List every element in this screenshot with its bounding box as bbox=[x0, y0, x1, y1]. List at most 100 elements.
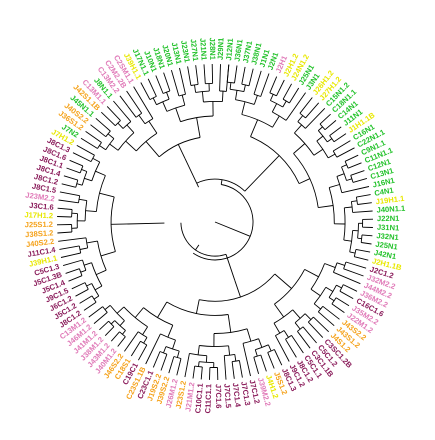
clade-arc bbox=[241, 83, 250, 87]
clade-stem bbox=[294, 322, 301, 330]
clade-stem bbox=[269, 94, 274, 101]
leaf-branch bbox=[65, 268, 80, 274]
leaf-branch bbox=[155, 75, 164, 94]
major-arc bbox=[196, 178, 246, 192]
leaf-branch bbox=[341, 186, 370, 194]
clade-stem bbox=[253, 95, 258, 105]
leaf-branch bbox=[225, 64, 230, 92]
leaf-branch bbox=[187, 66, 192, 86]
leaf-branch bbox=[335, 297, 350, 307]
clade-stem bbox=[325, 286, 334, 292]
leaf-branch bbox=[307, 321, 324, 338]
leaf-branch bbox=[62, 259, 83, 267]
leaf-branch bbox=[344, 154, 359, 162]
clade-arc bbox=[162, 90, 171, 94]
leaf-branch bbox=[66, 167, 81, 174]
clade-arc bbox=[91, 262, 103, 287]
leaf-branch bbox=[195, 65, 199, 85]
clade-stem bbox=[229, 82, 232, 90]
clade-stem bbox=[336, 262, 345, 266]
leaf-branch bbox=[71, 282, 86, 290]
clade-stem bbox=[298, 178, 310, 185]
major-stem bbox=[195, 244, 200, 251]
leaf-label: J3C1.6 bbox=[29, 201, 54, 212]
leaf-branch bbox=[285, 92, 306, 121]
clade-arc bbox=[253, 93, 261, 97]
clade-stem bbox=[283, 330, 289, 338]
leaf-branch bbox=[275, 335, 290, 362]
clade-stem bbox=[109, 143, 119, 151]
clade-arc bbox=[285, 335, 292, 340]
leaf-branch bbox=[68, 275, 83, 282]
clade-arc bbox=[122, 121, 132, 129]
major-stem bbox=[122, 222, 165, 225]
clade-stem bbox=[234, 354, 237, 362]
clade-arc bbox=[230, 88, 244, 93]
clade-stem bbox=[250, 119, 259, 137]
leaf-label: J28N1 bbox=[208, 38, 217, 61]
clade-stem bbox=[318, 126, 323, 131]
leaf-branch bbox=[90, 124, 107, 138]
clade-stem bbox=[107, 133, 115, 139]
clade-arc bbox=[173, 356, 182, 359]
clade-stem bbox=[221, 91, 224, 102]
leaf-label: J36N1 bbox=[233, 38, 245, 62]
leaf-label: C4N1 bbox=[374, 185, 395, 197]
clade-stem bbox=[195, 299, 200, 314]
clade-arc bbox=[194, 365, 203, 368]
leaf-branch bbox=[117, 336, 126, 347]
clade-arc bbox=[297, 121, 306, 129]
clade-stem bbox=[93, 295, 100, 300]
leaf-branch bbox=[63, 175, 78, 181]
leaf-label: J23N1 bbox=[179, 40, 192, 64]
clade-arc bbox=[143, 307, 173, 326]
clade-stem bbox=[292, 309, 301, 319]
leaf-branch bbox=[80, 137, 98, 149]
leaf-branch bbox=[297, 331, 311, 349]
clade-arc bbox=[78, 195, 81, 203]
clade-arc bbox=[189, 352, 207, 357]
clade-stem bbox=[85, 210, 97, 213]
leaf-branch bbox=[253, 357, 260, 375]
leaf-branch bbox=[299, 97, 313, 114]
leaf-branch bbox=[343, 284, 358, 292]
clade-arc bbox=[270, 100, 284, 108]
clade-stem bbox=[196, 117, 201, 138]
clade-arc bbox=[336, 176, 343, 193]
root-stem bbox=[214, 221, 251, 237]
leaf-branch bbox=[59, 191, 80, 197]
clade-stem bbox=[272, 115, 280, 128]
clade-stem bbox=[297, 115, 304, 122]
leaf-branch bbox=[260, 73, 270, 97]
leaf-branch bbox=[223, 355, 227, 380]
clade-stem bbox=[346, 178, 353, 181]
clade-arc bbox=[78, 245, 82, 254]
leaf-branch bbox=[168, 356, 175, 374]
clade-stem bbox=[274, 303, 285, 318]
clade-arc bbox=[156, 98, 170, 106]
clade-stem bbox=[181, 94, 186, 106]
clade-arc bbox=[255, 344, 269, 351]
leaf-branch bbox=[85, 131, 102, 143]
clade-stem bbox=[282, 100, 287, 108]
clade-stem bbox=[274, 273, 292, 289]
clade-stem bbox=[116, 306, 125, 314]
clade-stem bbox=[167, 325, 174, 338]
leaf-label: J23M2.2 bbox=[25, 190, 56, 203]
clade-stem bbox=[304, 269, 319, 278]
leaf-branch bbox=[260, 354, 267, 372]
clade-arc bbox=[332, 150, 338, 158]
clade-stem bbox=[344, 206, 353, 209]
leaf-branch bbox=[106, 106, 121, 121]
leaf-branch bbox=[61, 183, 76, 188]
leaf-branch bbox=[184, 353, 190, 378]
leaf-branch bbox=[356, 194, 371, 198]
clade-arc bbox=[79, 165, 84, 174]
leaf-branch bbox=[361, 234, 373, 237]
clade-stem bbox=[304, 313, 312, 320]
leaf-branch bbox=[352, 210, 373, 213]
root-arc bbox=[192, 184, 254, 261]
leaf-branch bbox=[58, 237, 87, 242]
leaf-branch bbox=[343, 268, 364, 277]
